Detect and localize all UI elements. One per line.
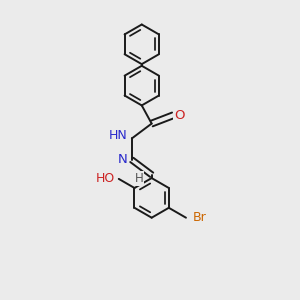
Text: HN: HN	[109, 129, 128, 142]
Text: Br: Br	[193, 211, 207, 224]
Text: O: O	[174, 109, 184, 122]
Text: N: N	[118, 153, 128, 167]
Text: H: H	[135, 172, 143, 185]
Text: HO: HO	[95, 172, 115, 185]
